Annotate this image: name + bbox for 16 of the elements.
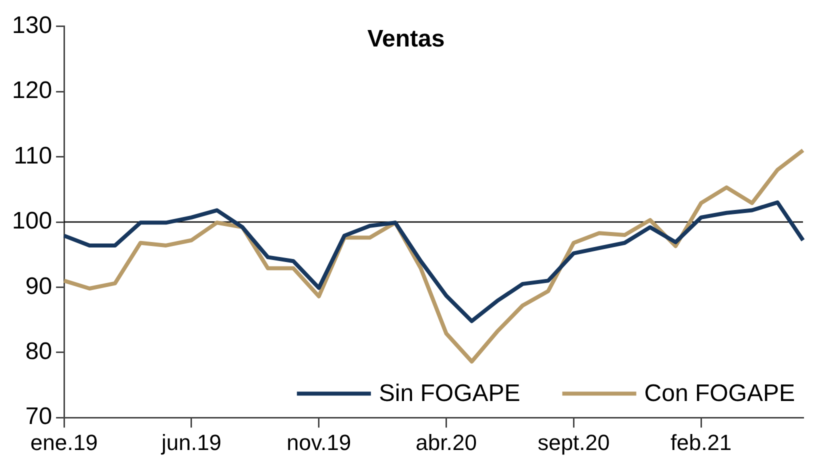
y-tick-label: 70	[25, 403, 52, 430]
legend-label: Sin FOGAPE	[378, 380, 520, 408]
chart-title: Ventas	[367, 26, 445, 53]
x-tick-label: abr.20	[416, 430, 477, 455]
y-tick-label: 80	[25, 338, 52, 366]
x-tick-label: jun.19	[160, 430, 222, 455]
y-tick-label: 110	[14, 142, 52, 170]
x-tick-label: feb.21	[670, 430, 732, 455]
legend-label: Con FOGAPE	[644, 380, 796, 408]
y-tick-label: 120	[12, 77, 52, 104]
y-tick-label: 100	[12, 208, 52, 235]
x-tick-label: nov.19	[286, 430, 352, 455]
x-tick-label: sept.20	[538, 430, 610, 455]
x-tick-label: ene.19	[30, 430, 98, 455]
y-tick-label: 130	[12, 12, 52, 40]
y-tick-label: 90	[25, 272, 52, 300]
